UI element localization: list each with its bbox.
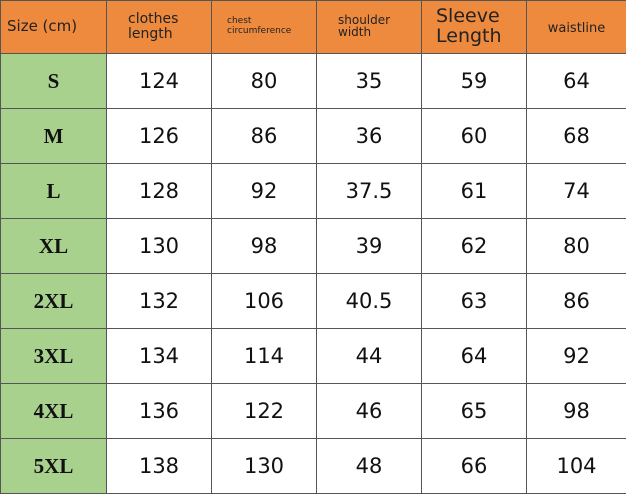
value-cell: 44 [316, 328, 422, 384]
value-cell: 80 [526, 218, 626, 274]
value-cell: 98 [526, 383, 626, 439]
value-cell: 46 [316, 383, 422, 439]
size-cell: S [0, 53, 107, 109]
header-cell: Sleeve Length [421, 0, 527, 54]
table-row: 4XL 136 122 46 65 98 [0, 383, 626, 439]
value-cell: 59 [421, 53, 527, 109]
value-cell: 68 [526, 108, 626, 164]
header-text: Sleeve Length [436, 5, 502, 47]
value-cell: 64 [421, 328, 527, 384]
value-cell: 132 [106, 273, 212, 329]
value-cell: 114 [211, 328, 317, 384]
table-row: 5XL 138 130 48 66 104 [0, 438, 626, 494]
header-cell: shoulder width [316, 0, 422, 54]
value-cell: 80 [211, 53, 317, 109]
value-cell: 86 [211, 108, 317, 164]
table-row: S 124 80 35 59 64 [0, 53, 626, 109]
value-cell: 61 [421, 163, 527, 219]
value-cell: 35 [316, 53, 422, 109]
value-cell: 122 [211, 383, 317, 439]
value-cell: 134 [106, 328, 212, 384]
header-cell: waistline [526, 0, 626, 54]
header-row: Size (cm) clothes length chest circumferen… [0, 0, 626, 54]
value-cell: 130 [106, 218, 212, 274]
value-cell: 40.5 [316, 273, 422, 329]
value-cell: 37.5 [316, 163, 422, 219]
table-row: 3XL 134 114 44 64 92 [0, 328, 626, 384]
size-cell: 3XL [0, 328, 107, 384]
value-cell: 65 [421, 383, 527, 439]
value-cell: 98 [211, 218, 317, 274]
value-cell: 92 [526, 328, 626, 384]
size-cell: XL [0, 218, 107, 274]
value-cell: 62 [421, 218, 527, 274]
header-text: shoulder width [338, 12, 391, 40]
value-cell: 106 [211, 273, 317, 329]
table-header: Size (cm) clothes length chest circumferen… [0, 0, 626, 54]
header-cell: clothes length [106, 0, 212, 54]
size-cell: L [0, 163, 107, 219]
header-cell: Size (cm) [0, 0, 107, 54]
header-text: waistline [547, 20, 606, 36]
value-cell: 74 [526, 163, 626, 219]
value-cell: 64 [526, 53, 626, 109]
value-cell: 126 [106, 108, 212, 164]
header-text: clothes length [128, 11, 179, 42]
header-text: chest circumference [227, 16, 292, 36]
value-cell: 104 [526, 438, 626, 494]
table-body: S 124 80 35 59 64 M 126 86 36 60 68 L 128 92 37.5 61 74 XL… [0, 53, 626, 494]
value-cell: 138 [106, 438, 212, 494]
size-cell: 5XL [0, 438, 107, 494]
value-cell: 136 [106, 383, 212, 439]
value-cell: 48 [316, 438, 422, 494]
value-cell: 63 [421, 273, 527, 329]
value-cell: 60 [421, 108, 527, 164]
table-row: XL 130 98 39 62 80 [0, 218, 626, 274]
value-cell: 36 [316, 108, 422, 164]
value-cell: 92 [211, 163, 317, 219]
size-cell: M [0, 108, 107, 164]
value-cell: 124 [106, 53, 212, 109]
value-cell: 66 [421, 438, 527, 494]
value-cell: 39 [316, 218, 422, 274]
table-row: 2XL 132 106 40.5 63 86 [0, 273, 626, 329]
value-cell: 130 [211, 438, 317, 494]
table-row: M 126 86 36 60 68 [0, 108, 626, 164]
value-cell: 86 [526, 273, 626, 329]
value-cell: 128 [106, 163, 212, 219]
header-cell: chest circumference [211, 0, 317, 54]
size-cell: 2XL [0, 273, 107, 329]
size-cell: 4XL [0, 383, 107, 439]
table-row: L 128 92 37.5 61 74 [0, 163, 626, 219]
